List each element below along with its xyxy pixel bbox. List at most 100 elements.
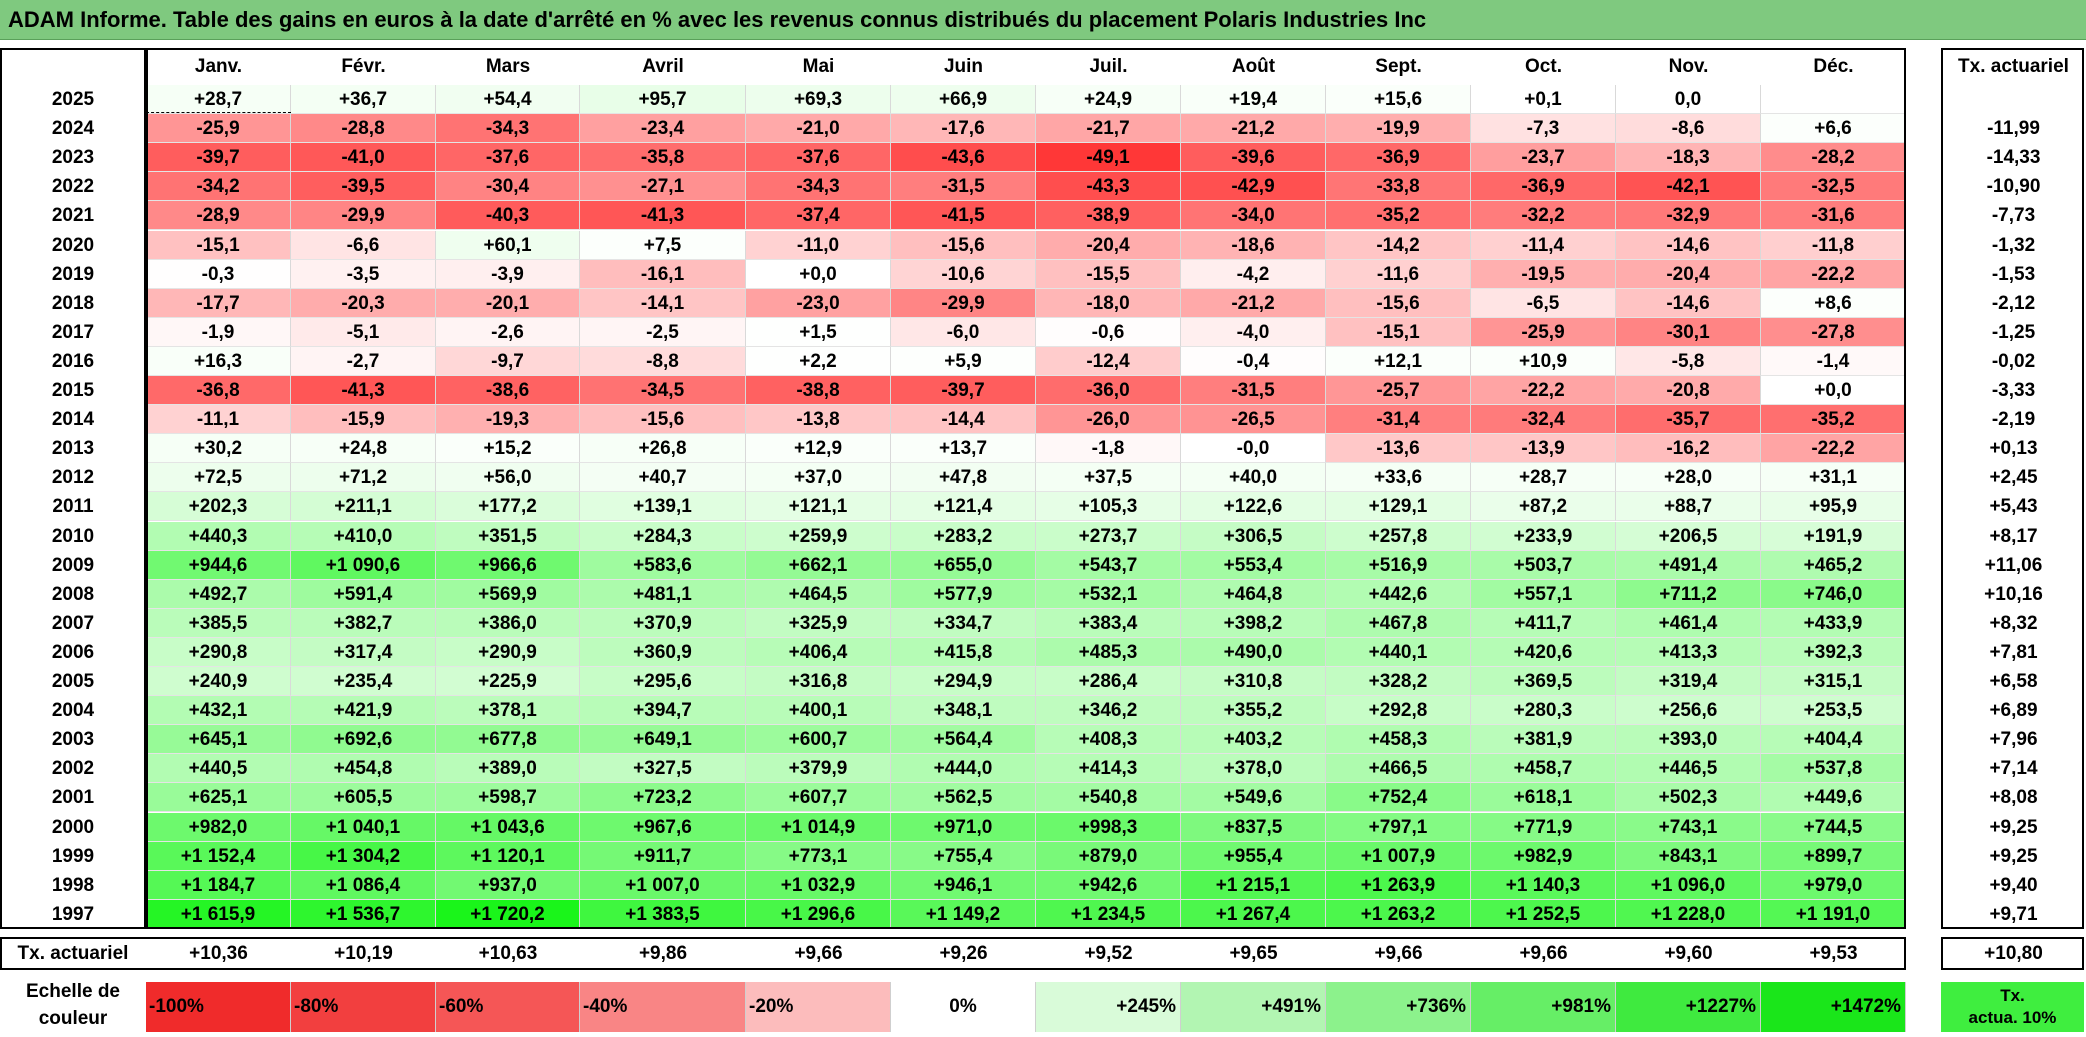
- table-cell: -19,3: [436, 405, 580, 435]
- table-cell: +618,1: [1471, 783, 1616, 813]
- row-tx-actuariel: +9,25: [1989, 816, 2038, 838]
- table-cell: +481,1: [580, 579, 746, 609]
- table-cell: -7,3: [1471, 114, 1616, 144]
- table-cell: +420,6: [1471, 637, 1616, 667]
- table-cell: +47,8: [891, 463, 1036, 493]
- table-cell: -23,0: [746, 288, 891, 318]
- year-label: 2016: [51, 350, 95, 372]
- color-scale-stop: +736%: [1326, 982, 1471, 1032]
- table-cell: -21,0: [746, 114, 891, 144]
- table-cell: -15,9: [291, 405, 436, 435]
- table-cell: +421,9: [291, 696, 436, 726]
- table-cell: +591,4: [291, 579, 436, 609]
- table-cell: -20,4: [1616, 259, 1761, 289]
- footer-tx-cell: +10,63: [478, 942, 538, 964]
- color-scale-tx-line1: Tx.: [2000, 986, 2025, 1005]
- table-cell: -6,6: [291, 230, 436, 260]
- table-cell: +1 263,9: [1326, 870, 1471, 900]
- table-cell: +440,1: [1326, 637, 1471, 667]
- table-cell: -21,2: [1181, 288, 1326, 318]
- table-cell: -2,6: [436, 317, 580, 347]
- table-cell: +485,3: [1036, 637, 1181, 667]
- table-cell: -41,0: [291, 143, 436, 173]
- table-cell: +771,9: [1471, 812, 1616, 842]
- table-cell: +346,2: [1036, 696, 1181, 726]
- table-cell: -16,2: [1616, 434, 1761, 464]
- table-cell: +464,5: [746, 579, 891, 609]
- table-cell: +24,9: [1036, 85, 1181, 115]
- table-cell: +72,5: [146, 463, 291, 493]
- color-scale-tx-actuariel: Tx. actua. 10%: [1941, 982, 2084, 1032]
- table-cell: +36,7: [291, 85, 436, 115]
- table-cell: +306,5: [1181, 521, 1326, 551]
- table-cell: -22,2: [1761, 434, 1906, 464]
- table-cell: +0,0: [1761, 376, 1906, 406]
- table-cell: -11,6: [1326, 259, 1471, 289]
- year-label: 2020: [51, 234, 95, 256]
- table-cell: +253,5: [1761, 696, 1906, 726]
- color-scale-stop: -100%: [146, 982, 291, 1032]
- table-cell: +490,0: [1181, 637, 1326, 667]
- table-cell: +937,0: [436, 870, 580, 900]
- table-cell: -35,2: [1761, 405, 1906, 435]
- table-cell: +413,3: [1616, 637, 1761, 667]
- table-cell: +56,0: [436, 463, 580, 493]
- table-cell: -32,2: [1471, 201, 1616, 231]
- table-cell: +466,5: [1326, 754, 1471, 784]
- table-cell: +752,4: [1326, 783, 1471, 813]
- table-cell: +454,8: [291, 754, 436, 784]
- table-cell: +294,9: [891, 667, 1036, 697]
- table-cell: -13,8: [746, 405, 891, 435]
- table-cell: +569,9: [436, 579, 580, 609]
- color-scale-stop: -80%: [291, 982, 436, 1032]
- row-tx-actuariel: +8,08: [1989, 787, 2038, 809]
- table-cell: +71,2: [291, 463, 436, 493]
- table-cell: +557,1: [1471, 579, 1616, 609]
- row-tx-actuariel: +7,81: [1989, 641, 2038, 663]
- footer-tx-cell: +10,19: [334, 942, 393, 964]
- table-cell: +28,7: [146, 85, 291, 115]
- color-scale-stop: +1227%: [1616, 982, 1761, 1032]
- table-cell: -32,9: [1616, 201, 1761, 231]
- year-label: 2001: [51, 787, 95, 809]
- table-cell: +15,2: [436, 434, 580, 464]
- table-cell: +408,3: [1036, 725, 1181, 755]
- table-cell: +711,2: [1616, 579, 1761, 609]
- table-cell: +355,2: [1181, 696, 1326, 726]
- table-cell: -31,4: [1326, 405, 1471, 435]
- table-cell: -28,8: [291, 114, 436, 144]
- table-cell: -32,5: [1761, 172, 1906, 202]
- table-cell: +12,1: [1326, 346, 1471, 376]
- footer-tx-cell: +9,65: [1229, 942, 1278, 964]
- table-cell: +967,6: [580, 812, 746, 842]
- table-cell: +259,9: [746, 521, 891, 551]
- row-tx-actuariel: -1,32: [1991, 234, 2036, 256]
- year-label: 2011: [52, 496, 94, 518]
- table-cell: +1,5: [746, 317, 891, 347]
- table-cell: +211,1: [291, 492, 436, 522]
- table-cell: -23,7: [1471, 143, 1616, 173]
- table-cell: +225,9: [436, 667, 580, 697]
- table-cell: -37,6: [746, 143, 891, 173]
- table-cell: +414,3: [1036, 754, 1181, 784]
- table-cell: -28,9: [146, 201, 291, 231]
- year-label: 2014: [51, 409, 95, 431]
- table-cell: +1 149,2: [891, 899, 1036, 929]
- month-header-9: Sept.: [1375, 56, 1422, 77]
- table-cell: +549,6: [1181, 783, 1326, 813]
- table-cell: +95,7: [580, 85, 746, 115]
- table-cell: +1 140,3: [1471, 870, 1616, 900]
- row-tx-actuariel: -3,33: [1991, 380, 2036, 401]
- year-label: 1997: [51, 903, 95, 925]
- table-cell: +577,9: [891, 579, 1036, 609]
- table-cell: +1 014,9: [746, 812, 891, 842]
- table-cell: +1 615,9: [146, 899, 291, 929]
- table-cell: -29,9: [891, 288, 1036, 318]
- table-cell: +744,5: [1761, 812, 1906, 842]
- table-cell: +351,5: [436, 521, 580, 551]
- table-cell: -39,5: [291, 172, 436, 202]
- table-cell: +31,1: [1761, 463, 1906, 493]
- table-cell: -6,0: [891, 317, 1036, 347]
- year-label: 2015: [51, 380, 95, 401]
- table-cell: -31,5: [1181, 376, 1326, 406]
